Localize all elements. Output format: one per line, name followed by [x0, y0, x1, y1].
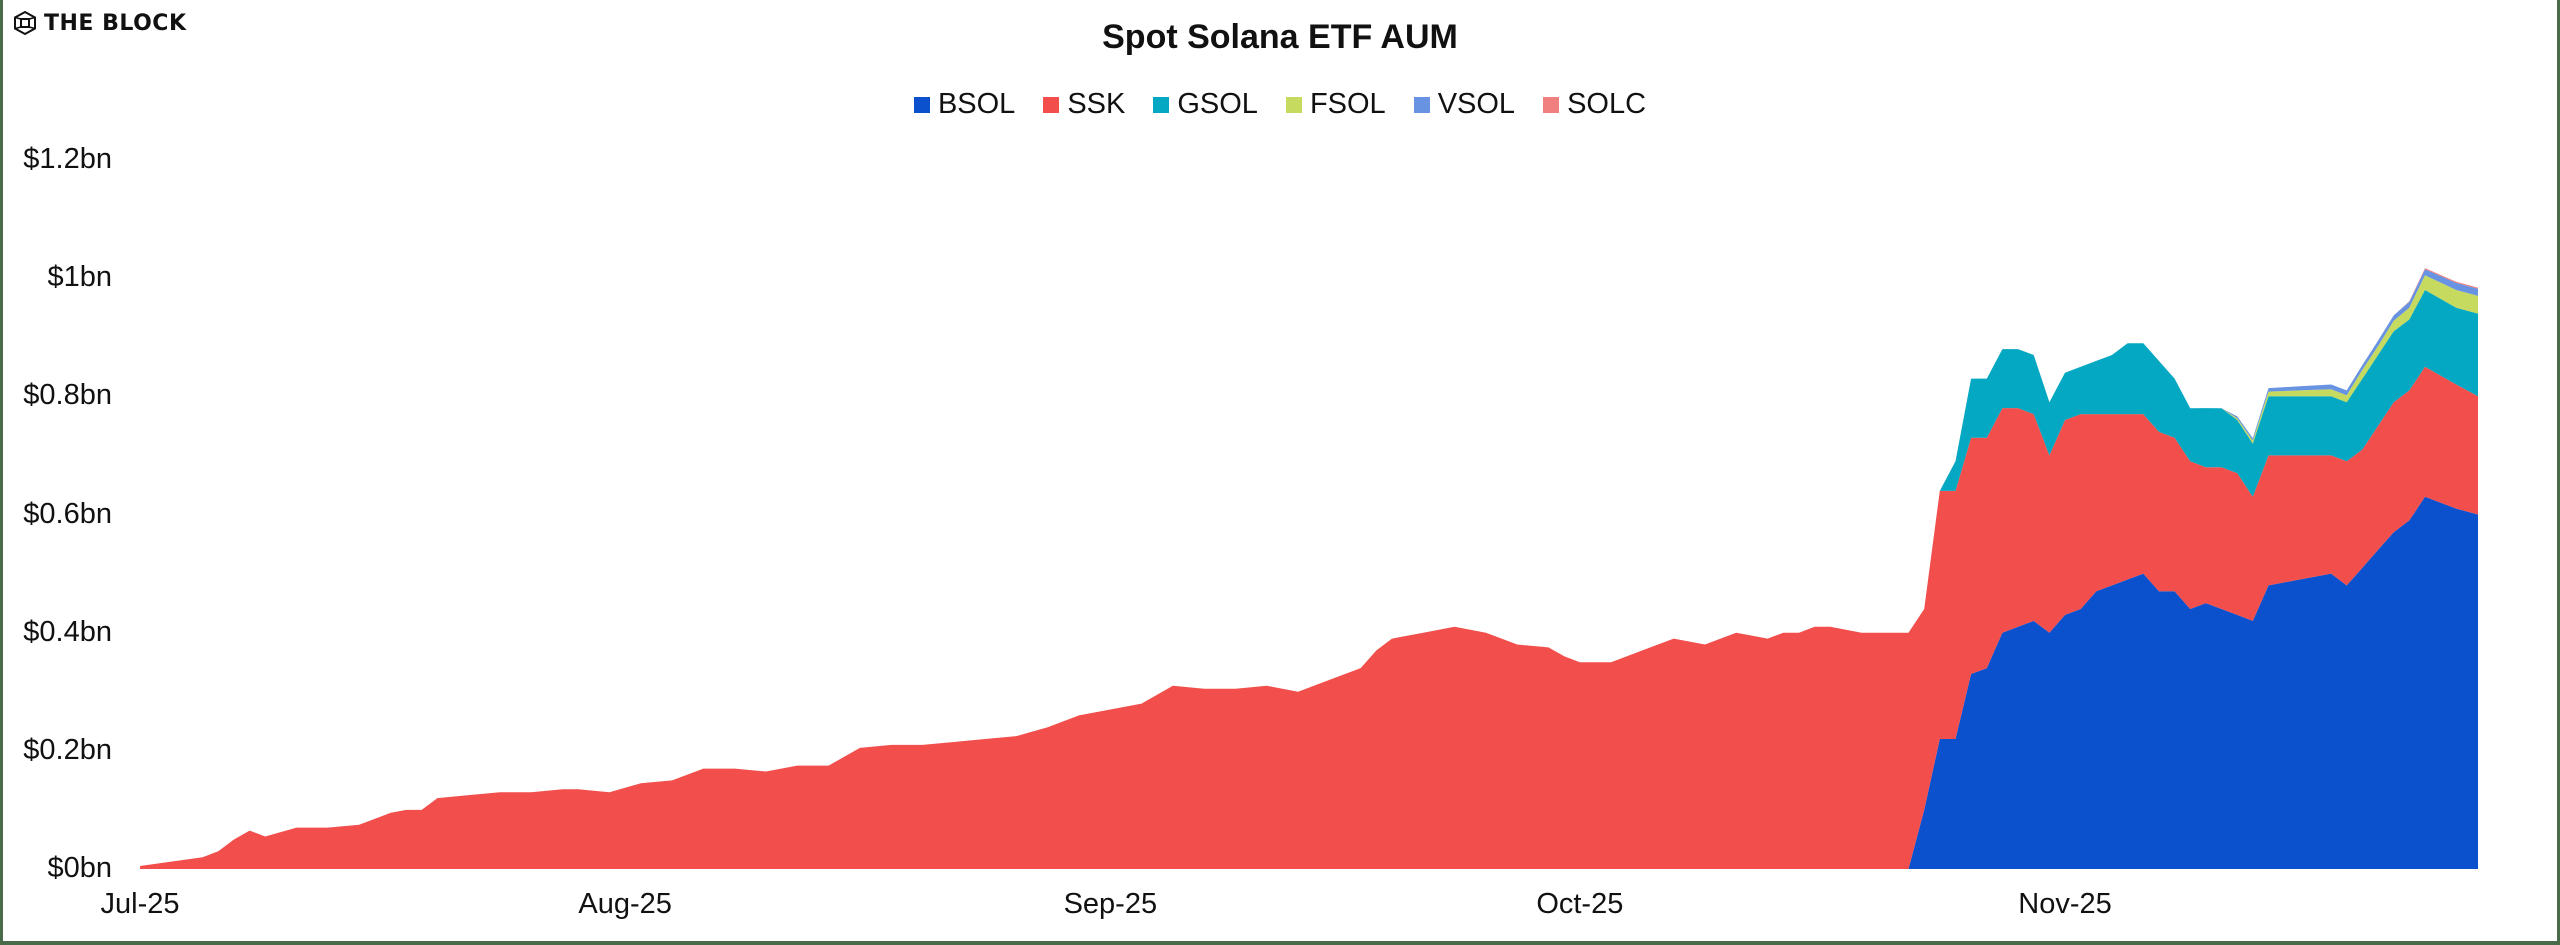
legend-swatch — [1413, 96, 1430, 113]
cube-icon — [14, 10, 36, 36]
legend-label: SOLC — [1567, 88, 1647, 120]
legend-item-bsol[interactable]: BSOL — [913, 88, 1016, 121]
legend-label: VSOL — [1437, 88, 1516, 120]
x-tick-label: Aug-25 — [578, 888, 672, 920]
legend-label: FSOL — [1309, 88, 1386, 120]
legend-swatch — [1153, 96, 1170, 113]
chart-title: Spot Solana ETF AUM — [1102, 18, 1458, 56]
y-tick-label: $1bn — [47, 261, 112, 294]
legend-label: BSOL — [937, 88, 1016, 120]
y-tick-label: $0bn — [47, 852, 112, 884]
legend-swatch — [913, 96, 930, 113]
y-tick-label: $0.4bn — [23, 615, 112, 648]
logo-text: THE BLOCK — [44, 10, 187, 36]
y-tick-label: $0.2bn — [23, 733, 112, 766]
x-tick-label: Sep-25 — [1063, 888, 1158, 920]
legend-swatch — [1285, 96, 1302, 113]
legend-item-ssk[interactable]: SSK — [1043, 88, 1125, 121]
y-tick-label: $0.6bn — [23, 497, 112, 530]
area-series-bsol — [140, 496, 2478, 869]
y-tick-label: $0.8bn — [23, 379, 112, 412]
x-tick-label: Nov-25 — [2018, 888, 2112, 920]
x-tick-label: Oct-25 — [1536, 888, 1624, 920]
the-block-logo: THE BLOCK — [12, 10, 187, 36]
legend-swatch — [1543, 96, 1560, 113]
legend-item-solc[interactable]: SOLC — [1543, 88, 1646, 121]
legend-item-gsol[interactable]: GSOL — [1153, 88, 1258, 121]
y-tick-label: $1.2bn — [23, 143, 112, 175]
legend-label: SSK — [1067, 88, 1126, 120]
legend-swatch — [1043, 96, 1060, 113]
chart-legend: BSOL SSK GSOL FSOL VSOL SOLC — [0, 88, 2560, 121]
legend-item-fsol[interactable]: FSOL — [1285, 88, 1386, 121]
legend-label: GSOL — [1177, 88, 1258, 120]
area-series-ssk — [140, 366, 2478, 869]
x-tick-label: Jul-25 — [100, 888, 180, 920]
legend-item-vsol[interactable]: VSOL — [1413, 88, 1516, 121]
